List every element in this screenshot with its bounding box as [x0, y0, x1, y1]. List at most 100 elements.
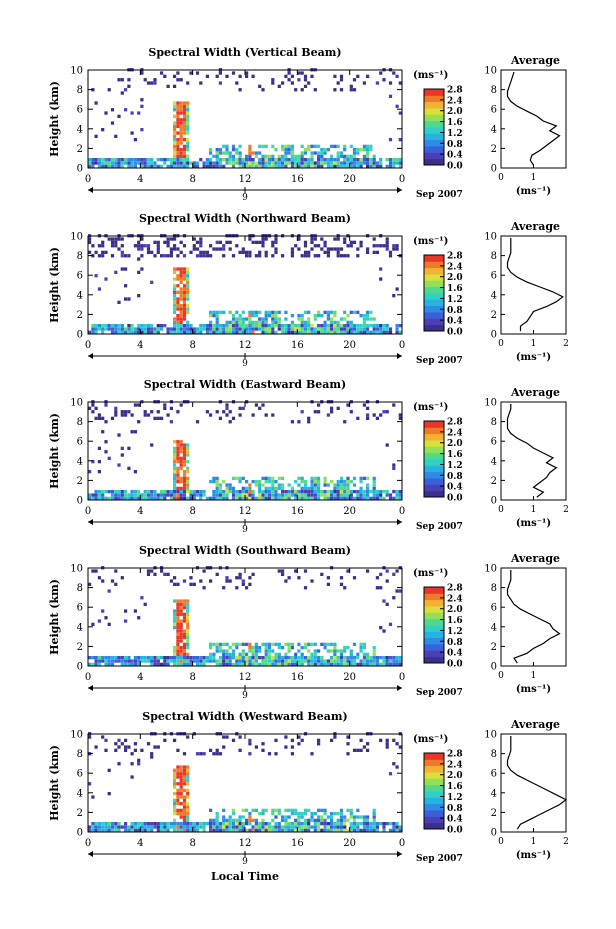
heatmap-cell [104, 403, 108, 407]
heatmap-cell [284, 659, 288, 663]
heatmap-cell [343, 486, 347, 490]
heatmap-cell [372, 413, 376, 417]
heatmap-cell [235, 151, 239, 155]
heatmap-cell [238, 88, 242, 92]
heatmap-cell [307, 496, 311, 500]
heatmap-cell [179, 792, 183, 796]
colorbar-segment [424, 427, 444, 435]
heatmap-cell [395, 656, 399, 660]
heatmap-cell [94, 330, 98, 334]
heatmap-cell [313, 493, 317, 497]
heatmap-cell [290, 493, 294, 497]
heatmap-cell [307, 828, 311, 832]
heatmap-cell [130, 496, 134, 500]
heatmap-cell [267, 314, 272, 318]
heatmap-cell [110, 240, 115, 244]
heatmap-cell [359, 822, 363, 826]
heatmap-cell [248, 154, 252, 158]
heatmap-cell [375, 659, 379, 663]
heatmap-cell [209, 822, 213, 826]
heatmap-cell [343, 646, 347, 650]
heatmap-cell [238, 480, 242, 484]
heatmap-cell [267, 327, 272, 331]
heatmap-cell [215, 74, 219, 78]
heatmap-cell [222, 662, 226, 666]
heatmap-cell [110, 327, 115, 331]
heatmap-cell [349, 158, 353, 162]
heatmap-cell [209, 161, 213, 165]
heatmap-cell [146, 496, 151, 500]
heatmap-cell [300, 71, 304, 75]
heatmap-cell [189, 825, 193, 829]
heatmap-cell [176, 632, 180, 636]
heatmap-cell [91, 327, 95, 331]
heatmap-cell [176, 493, 180, 497]
heatmap-cell [372, 646, 376, 650]
heatmap-cell [91, 324, 95, 328]
heatmap-cell [91, 569, 95, 573]
heatmap-cell [179, 317, 183, 321]
heatmap-cell [267, 659, 272, 663]
heatmap-cell [189, 493, 193, 497]
heatmap-cell [343, 825, 347, 829]
heatmap-cell [225, 735, 229, 739]
heatmap-cell [173, 297, 177, 301]
heatmap-cell [238, 314, 242, 318]
heatmap-cell [238, 572, 242, 576]
heatmap-cell [104, 748, 108, 752]
heatmap-cell [287, 822, 291, 826]
heatmap-cell [186, 148, 190, 152]
heatmap-cell [228, 420, 232, 424]
y-tick-label: 2 [77, 642, 83, 653]
heatmap-cell [320, 818, 324, 822]
colorbar-tick-label: 2.0 [447, 107, 463, 117]
y-tick-label: 6 [77, 603, 83, 614]
heatmap-cell [163, 161, 167, 165]
heatmap-cell [156, 164, 160, 168]
heatmap-cell [241, 320, 245, 324]
heatmap-cell [349, 493, 353, 497]
heatmap-cell [320, 314, 324, 318]
date-bar-arrow-right [397, 353, 402, 359]
heatmap-cell [300, 652, 304, 656]
heatmap-cell [127, 330, 131, 334]
heatmap-cell [215, 825, 219, 829]
heatmap-cell [182, 254, 187, 258]
heatmap-cell [317, 480, 321, 484]
heatmap-cell [186, 158, 190, 162]
heatmap-cell [258, 496, 262, 500]
heatmap-cell [127, 161, 131, 165]
heatmap-cell [186, 466, 190, 470]
heatmap-cell [366, 652, 370, 656]
heatmap-cell [215, 659, 219, 663]
heatmap-cell [94, 490, 98, 494]
heatmap-cell [294, 164, 298, 168]
heatmap-cell [173, 128, 177, 132]
heatmap-cell [385, 738, 389, 742]
heatmap-cell [235, 493, 239, 497]
heatmap-cell [333, 324, 337, 328]
heatmap-cell [317, 742, 321, 746]
heatmap-cell [297, 154, 301, 158]
heatmap-cell [258, 490, 262, 494]
avg-y-tick-label: 8 [491, 417, 497, 428]
avg-y-tick-label: 4 [491, 456, 497, 467]
heatmap-cell [173, 480, 177, 484]
heatmap-cell [267, 822, 272, 826]
heatmap-cell [176, 788, 180, 792]
heatmap-cell [212, 825, 216, 829]
colorbar-units: (ms⁻¹) [413, 734, 448, 745]
heatmap-cell [186, 270, 190, 274]
heatmap-cell [120, 413, 124, 417]
y-axis-title: Height (km) [48, 745, 61, 821]
heatmap-cell [218, 486, 222, 490]
heatmap-cell [385, 164, 389, 168]
heatmap-cell [271, 314, 275, 318]
heatmap-cell [153, 822, 157, 826]
heatmap-cell [290, 752, 294, 756]
heatmap-cell [346, 735, 350, 739]
heatmap-cell [173, 164, 177, 168]
heatmap-cell [281, 572, 285, 576]
heatmap-cell [173, 476, 177, 480]
